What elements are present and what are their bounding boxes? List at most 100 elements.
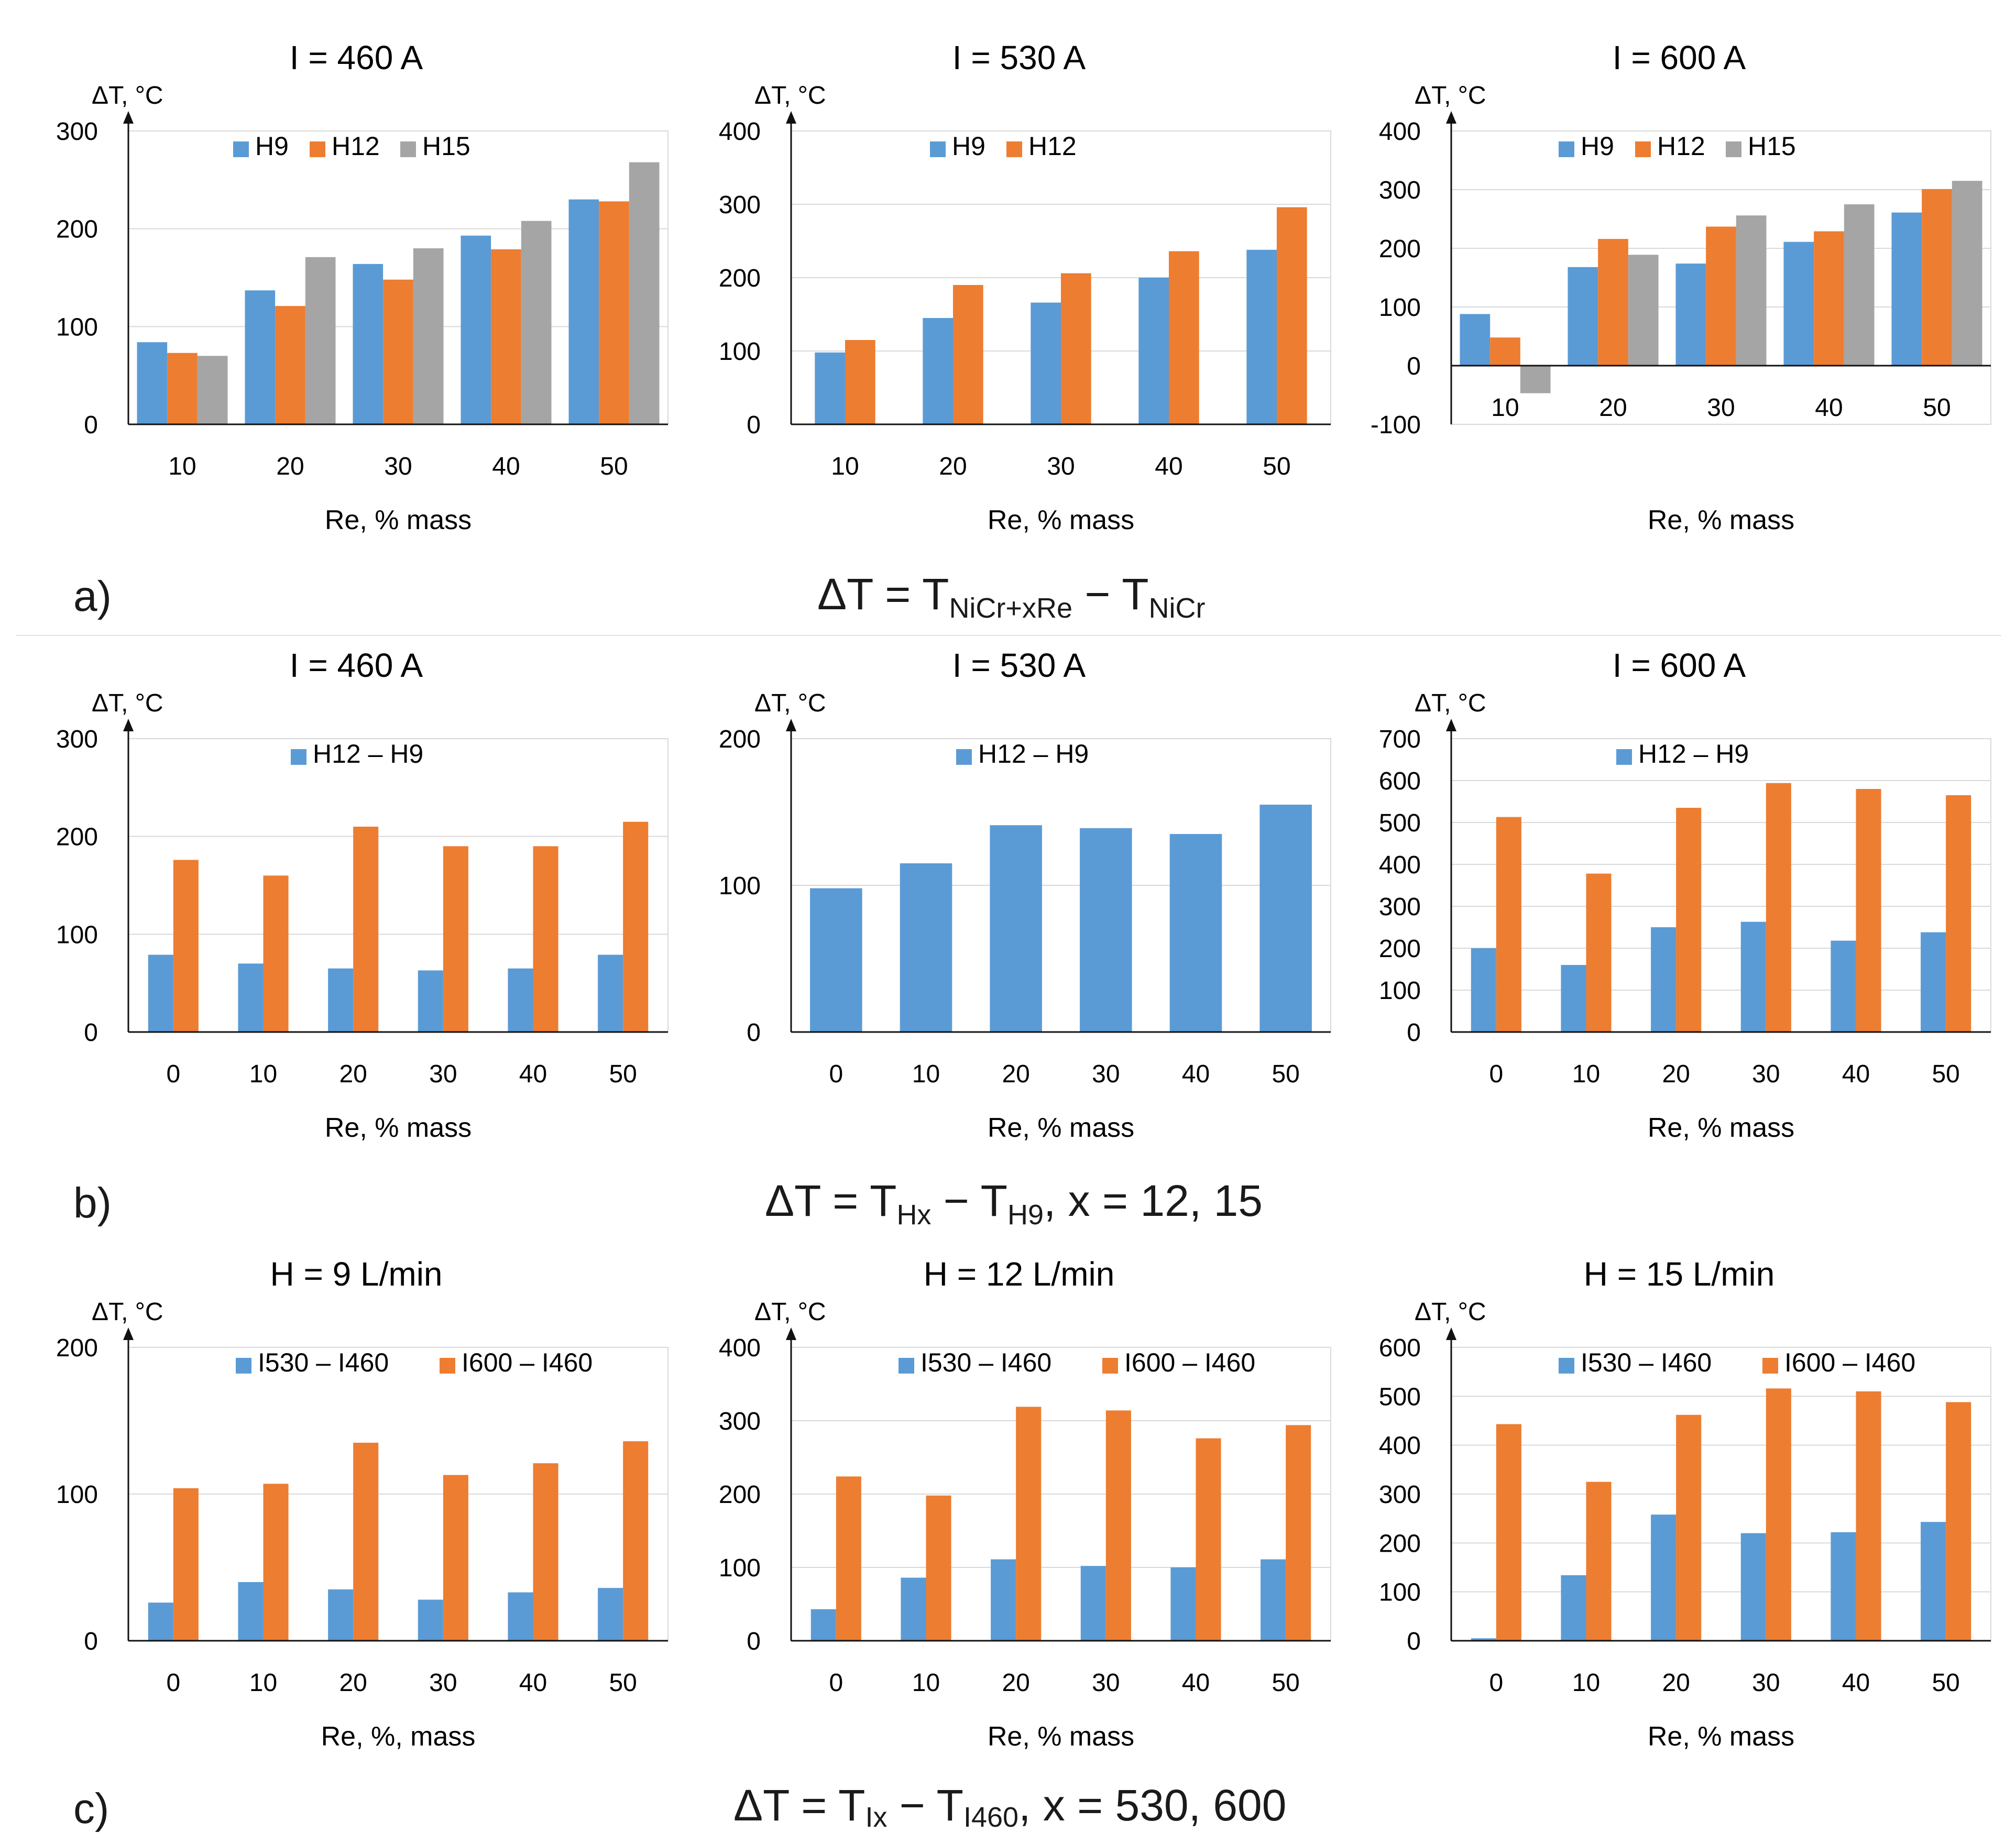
chart-2-bar-h12-20	[953, 285, 983, 424]
section-divider	[16, 635, 2001, 636]
chart-4-y-tick-label: 200	[56, 824, 98, 851]
chart-8-x-tick-label: 20	[1002, 1669, 1029, 1697]
chart-3-bar-h15-50	[1952, 181, 1982, 366]
chart-1-y-tick-label: 100	[56, 313, 98, 341]
chart-9-legend-swatch	[1559, 1358, 1574, 1374]
chart-6-legend-swatch	[1616, 749, 1632, 765]
chart-8-bar-i530-i460-10	[901, 1577, 926, 1641]
chart-7-bar-i600-i460-0	[173, 1488, 199, 1641]
formula-subscript: NiCr+xRe	[949, 592, 1072, 624]
chart-2-bar-h12-50	[1277, 207, 1307, 424]
chart-9-bar-i600-i460-10	[1586, 1481, 1612, 1641]
chart-8-y-axis-arrow	[786, 1327, 796, 1340]
chart-6-bar-h12-h9-40	[1831, 940, 1856, 1032]
formula-text: ΔT = T	[733, 1781, 865, 1830]
chart-7-x-tick-label: 30	[429, 1669, 457, 1697]
chart-1-legend-label: H12	[332, 131, 380, 161]
chart-3-bar-h9-10	[1460, 314, 1491, 366]
chart-3-legend-label: H9	[1581, 131, 1614, 161]
chart-6-y-axis-label: ΔT, °C	[1415, 689, 1486, 717]
chart-6-y-tick-label: 600	[1379, 767, 1421, 795]
chart-8-legend-swatch	[1102, 1358, 1118, 1374]
chart-7-bar-i530-i460-50	[598, 1588, 623, 1641]
formula-text: ΔT = T	[765, 1176, 897, 1225]
chart-2-bar-h9-10	[815, 352, 845, 424]
chart-1-x-tick-label: 10	[168, 453, 196, 480]
chart-8-y-tick-label: 300	[719, 1408, 761, 1435]
chart-9-y-tick-label: 100	[1379, 1579, 1421, 1607]
chart-1-legend-swatch	[233, 141, 249, 157]
chart-9-bar-i530-i460-30	[1740, 1533, 1766, 1641]
section-b-label: b)	[73, 1179, 112, 1227]
chart-4-bar-series-2-0	[173, 860, 199, 1032]
chart-8-x-tick-label: 10	[912, 1669, 940, 1697]
chart-2-x-tick-label: 10	[831, 453, 859, 480]
chart-3-bar-h12-30	[1706, 226, 1736, 366]
chart-2-bar-h12-30	[1061, 273, 1091, 424]
chart-1-x-axis-label: Re, % mass	[325, 505, 472, 535]
chart-6-x-tick-label: 10	[1572, 1060, 1600, 1088]
chart-9-y-axis-label: ΔT, °C	[1415, 1298, 1486, 1326]
chart-3-bar-h12-50	[1922, 189, 1952, 366]
chart-4-bar-h12-h9-30	[418, 970, 443, 1032]
chart-3-legend-label: H15	[1748, 131, 1796, 161]
chart-7-bar-i600-i460-40	[533, 1463, 558, 1641]
chart-8-x-tick-label: 40	[1182, 1669, 1210, 1697]
chart-6-bar-h12-h9-30	[1740, 921, 1766, 1032]
chart-3-legend-swatch	[1635, 141, 1651, 157]
chart-3-x-tick-label: 30	[1707, 394, 1735, 422]
chart-6-plot-area	[1451, 738, 1991, 1033]
chart-4-x-tick-label: 40	[519, 1060, 547, 1088]
chart-5-x-axis-label: Re, % mass	[988, 1113, 1134, 1143]
chart-1-bar-h12-40	[491, 249, 521, 424]
chart-7-bar-i600-i460-20	[353, 1443, 379, 1641]
chart-1-bar-h15-20	[305, 257, 336, 424]
chart-9-y-tick-label: 400	[1379, 1432, 1421, 1460]
chart-1-x-tick-label: 40	[492, 453, 520, 480]
chart-7-bar-i600-i460-10	[263, 1484, 289, 1641]
chart-8-legend-label: I600 – I460	[1124, 1348, 1255, 1377]
chart-5-y-tick-label: 200	[719, 726, 761, 753]
chart-3-x-tick-label: 20	[1599, 394, 1627, 422]
chart-5-y-axis-arrow	[786, 719, 796, 731]
chart-4-legend-label: H12 – H9	[313, 739, 423, 769]
chart-8-bar-i530-i460-0	[810, 1609, 836, 1641]
chart-3-x-tick-label: 40	[1815, 394, 1843, 422]
chart-9-x-tick-label: 10	[1572, 1669, 1600, 1697]
chart-4-y-tick-label: 300	[56, 726, 98, 753]
chart-3-bar-h12-40	[1814, 231, 1844, 366]
chart-3-y-axis-label: ΔT, °C	[1415, 82, 1486, 109]
chart-6-y-tick-label: 700	[1379, 726, 1421, 753]
chart-2-x-tick-label: 20	[939, 453, 967, 480]
chart-6-title: I = 600 A	[1613, 646, 1746, 684]
chart-6-bar-h12-h9-0	[1471, 948, 1496, 1032]
chart-1-y-tick-label: 0	[84, 411, 98, 439]
chart-4-x-tick-label: 0	[166, 1060, 180, 1088]
chart-2-bar-h12-10	[845, 340, 875, 424]
formula-text: ΔT = T	[817, 569, 949, 619]
chart-1-title: I = 460 A	[290, 39, 423, 76]
chart-3-y-tick-label: 200	[1379, 235, 1421, 263]
chart-9-x-tick-label: 30	[1752, 1669, 1780, 1697]
chart-1-bar-h12-20	[275, 306, 305, 424]
chart-9-y-tick-label: 300	[1379, 1481, 1421, 1509]
chart-7-bar-i600-i460-50	[623, 1441, 649, 1641]
chart-3-bar-h12-20	[1598, 239, 1628, 366]
chart-7-bar-i530-i460-40	[508, 1592, 533, 1641]
chart-3-y-tick-label: 0	[1407, 353, 1421, 380]
chart-7-bar-i530-i460-30	[418, 1599, 443, 1641]
chart-6-x-tick-label: 40	[1842, 1060, 1870, 1088]
chart-3-legend-swatch	[1726, 141, 1741, 157]
chart-4-bar-h12-h9-0	[148, 954, 173, 1032]
chart-4-x-tick-label: 50	[609, 1060, 637, 1088]
chart-3-bar-h15-10	[1520, 366, 1551, 393]
chart-8-y-tick-label: 100	[719, 1554, 761, 1582]
chart-2-bar-h9-40	[1138, 278, 1169, 424]
section-a-label: a)	[73, 573, 112, 620]
formula-subscript: NiCr	[1148, 592, 1206, 624]
formula-text: − T	[931, 1176, 1007, 1225]
chart-5-bar-h12-h9-20	[990, 825, 1042, 1032]
chart-8-y-axis-label: ΔT, °C	[754, 1298, 826, 1326]
chart-1-bar-h12-50	[599, 201, 629, 424]
chart-8-y-tick-label: 0	[747, 1628, 761, 1655]
